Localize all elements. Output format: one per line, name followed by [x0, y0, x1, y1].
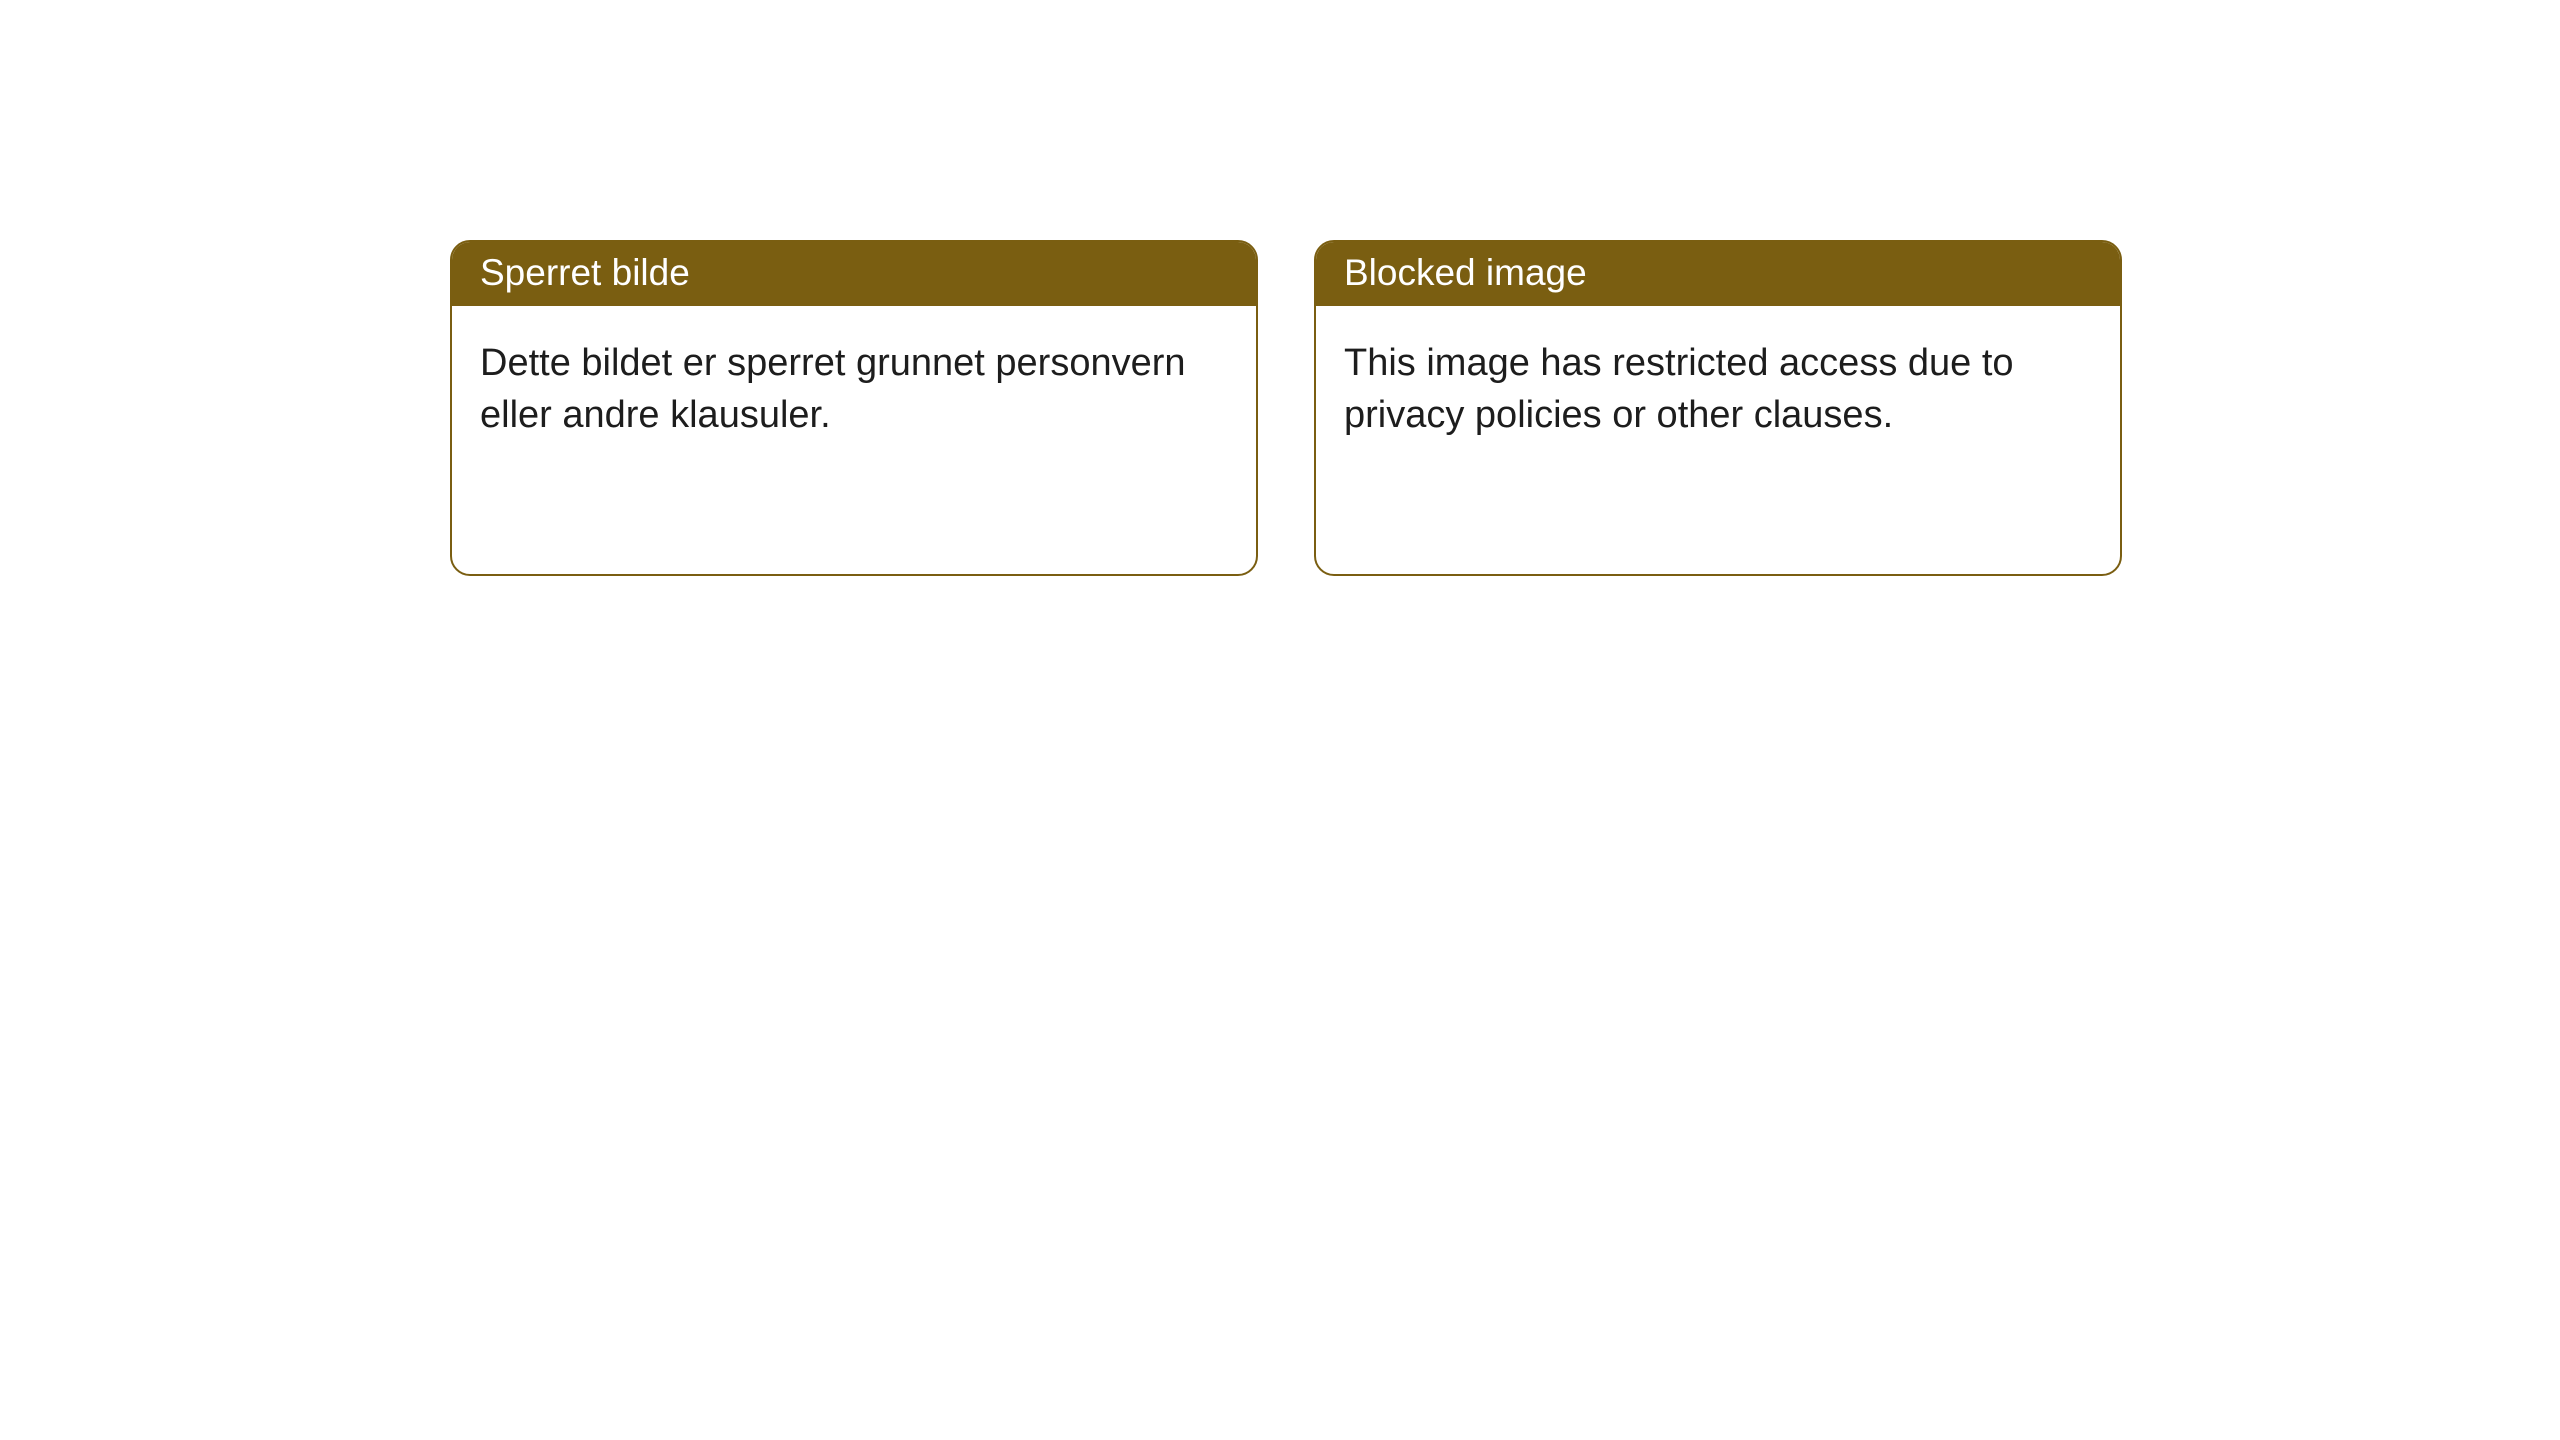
notice-card-norwegian: Sperret bilde Dette bildet er sperret gr…	[450, 240, 1258, 576]
notice-body-norwegian: Dette bildet er sperret grunnet personve…	[452, 306, 1256, 473]
notice-body-english: This image has restricted access due to …	[1316, 306, 2120, 473]
notices-container: Sperret bilde Dette bildet er sperret gr…	[0, 0, 2560, 576]
notice-card-english: Blocked image This image has restricted …	[1314, 240, 2122, 576]
notice-title-norwegian: Sperret bilde	[452, 242, 1256, 306]
notice-title-english: Blocked image	[1316, 242, 2120, 306]
